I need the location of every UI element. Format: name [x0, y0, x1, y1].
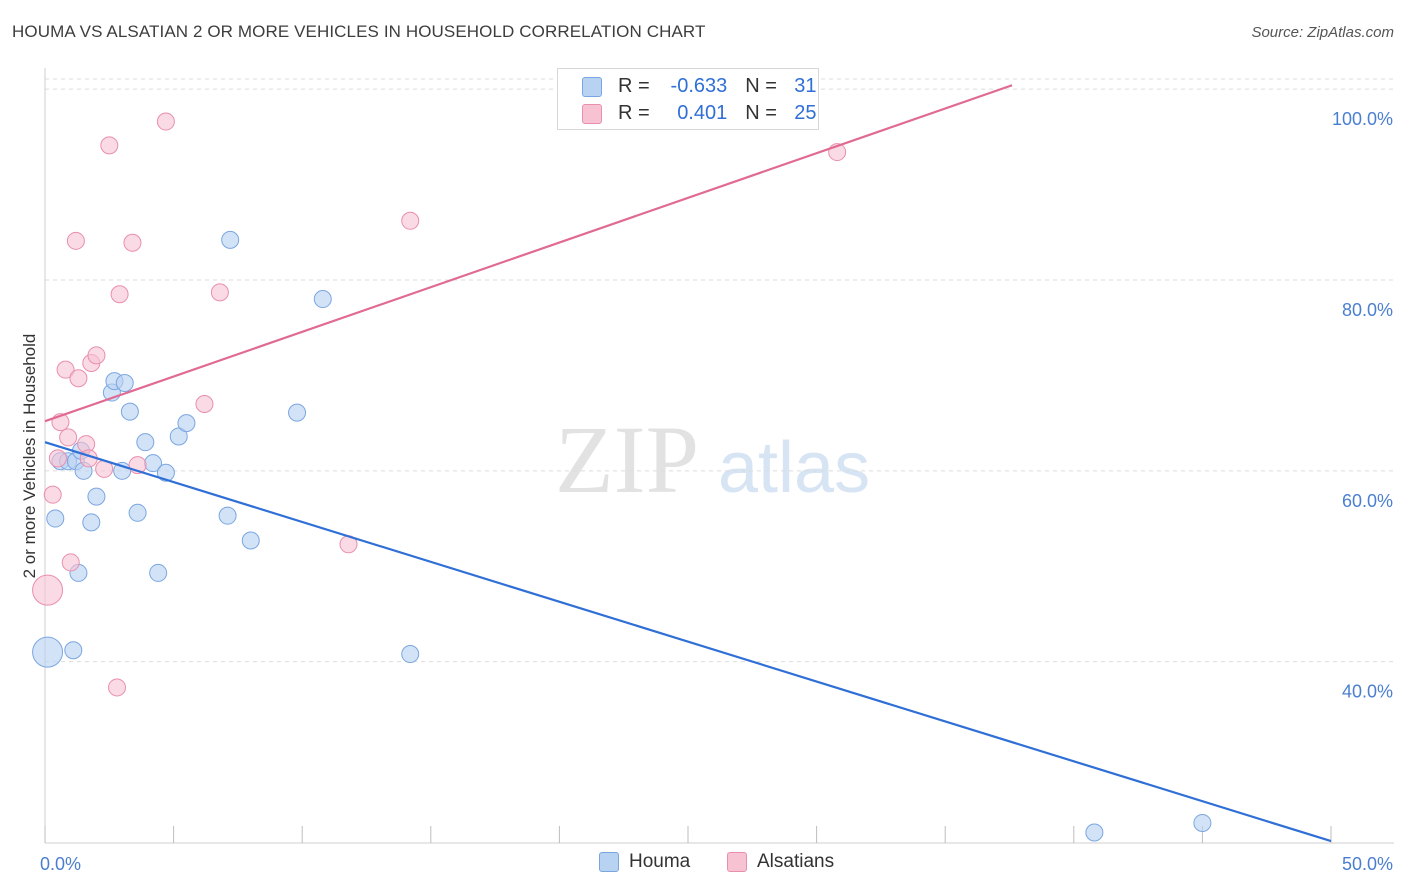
houma-point: [136, 433, 155, 452]
r-label: R =: [618, 102, 650, 124]
r-value: -0.633: [670, 75, 728, 97]
alsatians-point: [401, 211, 420, 230]
houma-point: [32, 636, 64, 668]
alsatians-point: [56, 360, 75, 379]
y-tick-label: 100.0%: [1332, 109, 1393, 129]
x-tick-label: 50.0%: [1342, 854, 1393, 874]
alsatians-point: [123, 233, 142, 252]
alsatians-point: [156, 112, 175, 131]
houma-point: [241, 531, 260, 550]
houma-point: [156, 463, 175, 482]
houma-point: [401, 645, 420, 664]
watermark-zip: ZIP: [555, 406, 699, 513]
chart-title: HOUMA VS ALSATIAN 2 OR MORE VEHICLES IN …: [12, 22, 706, 41]
x-tick-label: 0.0%: [40, 854, 81, 874]
alsatians-point: [87, 346, 106, 365]
alsatians-point: [59, 428, 78, 447]
alsatians-point: [69, 369, 88, 388]
houma-point: [313, 290, 332, 309]
y-tick-label: 80.0%: [1342, 300, 1393, 320]
y-tick-label: 60.0%: [1342, 491, 1393, 511]
n-label: N =: [745, 75, 777, 97]
houma-point: [221, 230, 240, 249]
watermark: ZIP atlas: [555, 406, 870, 513]
alsatians-point: [43, 485, 62, 504]
houma-point: [87, 487, 106, 506]
points: [32, 112, 1212, 842]
legend-item-houma[interactable]: Houma: [599, 851, 690, 873]
grid: [45, 78, 1394, 663]
alsatians-point: [66, 231, 85, 250]
axes: [44, 68, 1394, 844]
r-label: R =: [618, 75, 650, 97]
source-label: Source: ZipAtlas.com: [1251, 24, 1394, 41]
houma-swatch: [599, 852, 619, 872]
n-value: 25: [794, 102, 817, 124]
alsatians-point: [61, 553, 80, 572]
houma-trend-line: [44, 441, 1332, 843]
alsatians-point: [110, 285, 129, 304]
alsatians-point: [48, 449, 67, 468]
alsatians-point: [210, 283, 229, 302]
trend-lines: [44, 84, 1332, 843]
alsatians-point: [32, 574, 64, 606]
houma-point: [82, 513, 101, 532]
legend-item-alsatians[interactable]: Alsatians: [727, 851, 834, 873]
houma-point: [288, 403, 307, 422]
legend-row-houma: R = -0.633 N = 31: [558, 73, 817, 100]
houma-point: [1085, 823, 1104, 842]
houma-point: [115, 374, 134, 393]
houma-point: [64, 641, 83, 660]
tick-labels: 40.0% 60.0% 80.0% 100.0% 0.0% 50.0%: [40, 109, 1393, 874]
legend-label-houma: Houma: [629, 851, 691, 872]
houma-point: [169, 427, 188, 446]
legend-label-alsatians: Alsatians: [757, 851, 835, 872]
alsatians-trend-line: [44, 84, 1013, 423]
r-value: 0.401: [677, 102, 728, 124]
alsatians-point: [100, 136, 119, 155]
houma-point: [218, 506, 237, 525]
houma-point: [120, 402, 139, 421]
houma-point: [128, 503, 147, 522]
alsatians-point: [108, 678, 127, 697]
series-legend: Houma Alsatians: [0, 851, 1406, 877]
y-tick-label: 40.0%: [1342, 682, 1393, 702]
houma-point: [177, 414, 196, 433]
houma-point: [149, 563, 168, 582]
houma-point: [1193, 813, 1212, 832]
n-value: 31: [794, 75, 817, 97]
watermark-atlas: atlas: [718, 428, 870, 508]
houma-swatch: [582, 76, 602, 97]
legend-row-alsatians: R = 0.401 N = 25: [558, 100, 817, 127]
alsatians-swatch: [727, 852, 747, 872]
alsatians-swatch: [582, 103, 602, 124]
n-label: N =: [745, 102, 777, 124]
alsatians-point: [195, 395, 214, 414]
correlation-legend: R = -0.633 N = 31 R = 0.401 N = 25: [557, 68, 819, 130]
houma-point: [46, 509, 65, 528]
